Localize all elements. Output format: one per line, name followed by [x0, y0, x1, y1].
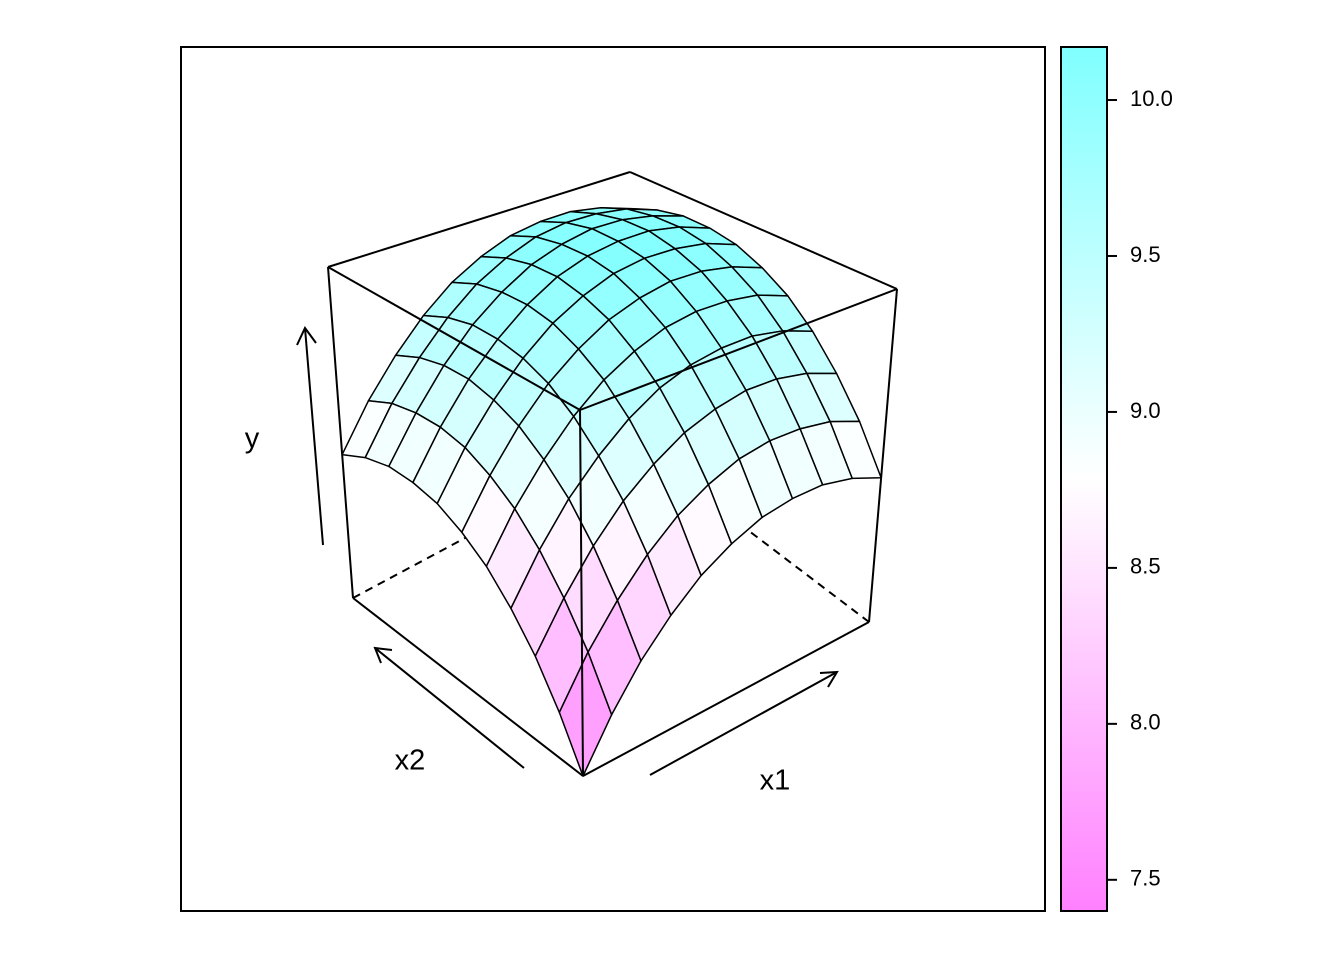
- box-edge: [582, 621, 870, 777]
- surface: [341, 207, 882, 777]
- y-axis-label: y: [245, 423, 260, 455]
- box-edge: [868, 288, 898, 623]
- colorkey-tick-label: 8.0: [1130, 710, 1161, 735]
- colorkey-tick-label: 9.5: [1130, 242, 1161, 267]
- box-edge: [327, 266, 581, 411]
- x1-axis-label: x1: [760, 765, 791, 797]
- panel-border: [180, 46, 1046, 912]
- box-edge: [327, 171, 631, 268]
- colorkey-tick-label: 8.5: [1130, 554, 1161, 579]
- x2-axis-label: x2: [395, 745, 426, 777]
- box-edge: [629, 171, 898, 290]
- colorkey-tick-label: 7.5: [1130, 866, 1161, 891]
- colorkey-axis: 7.5 8.0 8.5 9.0 9.5 10.0: [1107, 86, 1173, 891]
- axis-arrows: [296, 326, 839, 776]
- box-edge: [579, 409, 584, 777]
- box-edge: [579, 288, 898, 411]
- surface-facet: [558, 651, 613, 777]
- box-front: [327, 171, 898, 777]
- colorkey: [1060, 46, 1108, 912]
- colorkey-tick-label: 9.0: [1130, 398, 1161, 423]
- colorkey-tick-label: 10.0: [1130, 86, 1173, 111]
- box-edge: [327, 266, 354, 599]
- box-edge: [352, 597, 584, 777]
